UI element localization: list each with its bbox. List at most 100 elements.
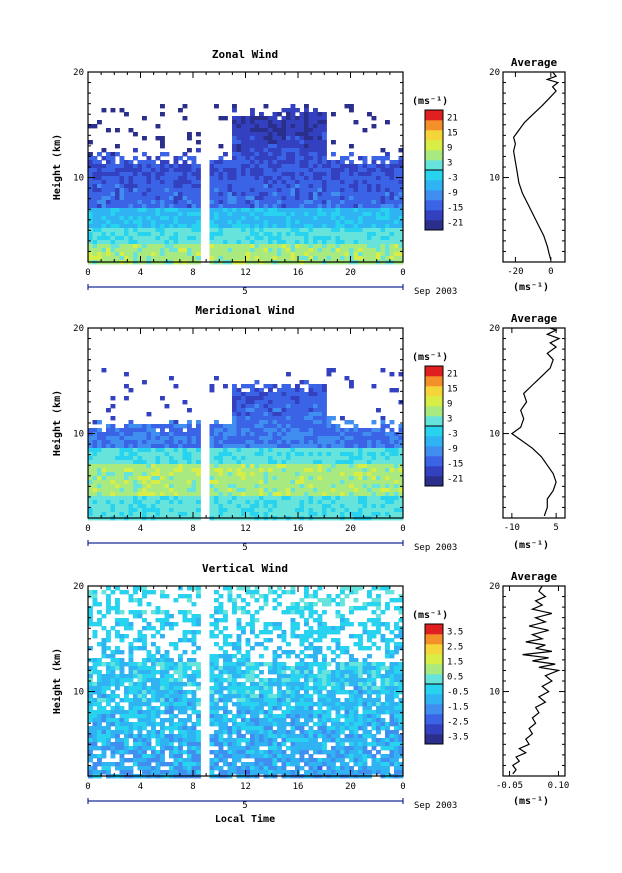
- field-cell: [349, 152, 354, 157]
- field-cell: [124, 476, 129, 481]
- field-cell: [299, 424, 305, 429]
- field-cell: [97, 622, 102, 627]
- field-cell: [209, 654, 215, 659]
- field-cell: [182, 464, 188, 469]
- field-cell: [263, 452, 269, 457]
- field-cell: [160, 168, 165, 173]
- field-cell: [241, 132, 246, 137]
- field-cell: [286, 176, 291, 181]
- field-cell: [254, 392, 260, 397]
- field-cell: [164, 220, 170, 225]
- field-cell: [259, 204, 264, 209]
- field-cell: [128, 500, 134, 505]
- field-cell: [326, 220, 332, 225]
- field-cell: [133, 590, 138, 595]
- field-cell: [151, 658, 156, 663]
- field-cell: [110, 252, 116, 257]
- field-cell: [196, 464, 201, 469]
- field-cell: [169, 508, 174, 513]
- field-cell: [304, 156, 309, 161]
- field-cell: [295, 626, 300, 631]
- field-cell: [371, 618, 377, 623]
- field-cell: [308, 452, 314, 457]
- field-cell: [326, 452, 332, 457]
- field-cell: [232, 232, 237, 237]
- field-cell: [218, 448, 224, 453]
- field-cell: [317, 440, 323, 445]
- field-cell: [358, 236, 363, 241]
- field-cell: [313, 144, 318, 149]
- field-cell: [398, 232, 404, 237]
- field-cell: [272, 626, 278, 631]
- field-cell: [151, 200, 156, 205]
- field-cell: [299, 480, 305, 485]
- field-cell: [160, 172, 165, 177]
- field-cell: [209, 428, 215, 433]
- field-cell: [128, 468, 134, 473]
- field-cell: [371, 662, 377, 667]
- field-cell: [344, 228, 350, 233]
- field-cell: [146, 252, 152, 257]
- field-cell: [295, 160, 300, 165]
- field-cell: [277, 112, 282, 117]
- field-cell: [133, 148, 138, 153]
- field-cell: [178, 432, 183, 437]
- field-cell: [88, 160, 93, 165]
- field-cell: [223, 164, 228, 169]
- field-cell: [263, 416, 269, 421]
- field-cell: [371, 192, 377, 197]
- field-cell: [290, 248, 296, 253]
- field-cell: [304, 152, 309, 157]
- field-cell: [295, 248, 300, 253]
- field-cell: [196, 140, 201, 145]
- field-cell: [133, 468, 138, 473]
- field-cell: [335, 176, 341, 181]
- field-cell: [178, 212, 183, 217]
- field-cell: [254, 484, 260, 489]
- field-cell: [245, 492, 251, 497]
- field-cell: [97, 256, 102, 261]
- field-cell: [133, 512, 138, 517]
- field-cell: [182, 200, 188, 205]
- field-cell: [214, 192, 219, 197]
- field-cell: [331, 476, 336, 481]
- field-cell: [389, 228, 395, 233]
- field-cell: [101, 500, 107, 505]
- field-cell: [335, 220, 341, 225]
- field-cell: [313, 388, 318, 393]
- field-cell: [191, 248, 197, 253]
- field-cell: [358, 484, 363, 489]
- field-cell: [119, 248, 125, 253]
- field-cell: [146, 172, 152, 177]
- field-cell: [250, 662, 255, 667]
- field-cell: [223, 168, 228, 173]
- field-cell: [160, 396, 165, 401]
- field-cell: [236, 504, 242, 509]
- field-cell: [308, 448, 314, 453]
- field-cell: [313, 236, 318, 241]
- field-cell: [164, 192, 170, 197]
- field-cell: [218, 172, 224, 177]
- field-cell: [299, 228, 305, 233]
- field-cell: [322, 116, 327, 121]
- field-cell: [259, 228, 264, 233]
- field-cell: [376, 408, 381, 413]
- field-cell: [97, 172, 102, 177]
- field-cell: [335, 460, 341, 465]
- field-cell: [241, 200, 246, 205]
- field-cell: [173, 208, 179, 213]
- field-cell: [290, 416, 296, 421]
- field-cell: [313, 392, 318, 397]
- field-cell: [290, 512, 296, 517]
- field-cell: [304, 480, 309, 485]
- field-cell: [299, 400, 305, 405]
- field-cell: [263, 252, 269, 257]
- field-cell: [371, 484, 377, 489]
- field-cell: [92, 228, 98, 233]
- field-cell: [322, 148, 327, 153]
- field-cell: [133, 208, 138, 213]
- field-cell: [331, 638, 336, 643]
- field-cell: [137, 496, 143, 501]
- field-cell: [335, 252, 341, 257]
- field-cell: [155, 156, 161, 161]
